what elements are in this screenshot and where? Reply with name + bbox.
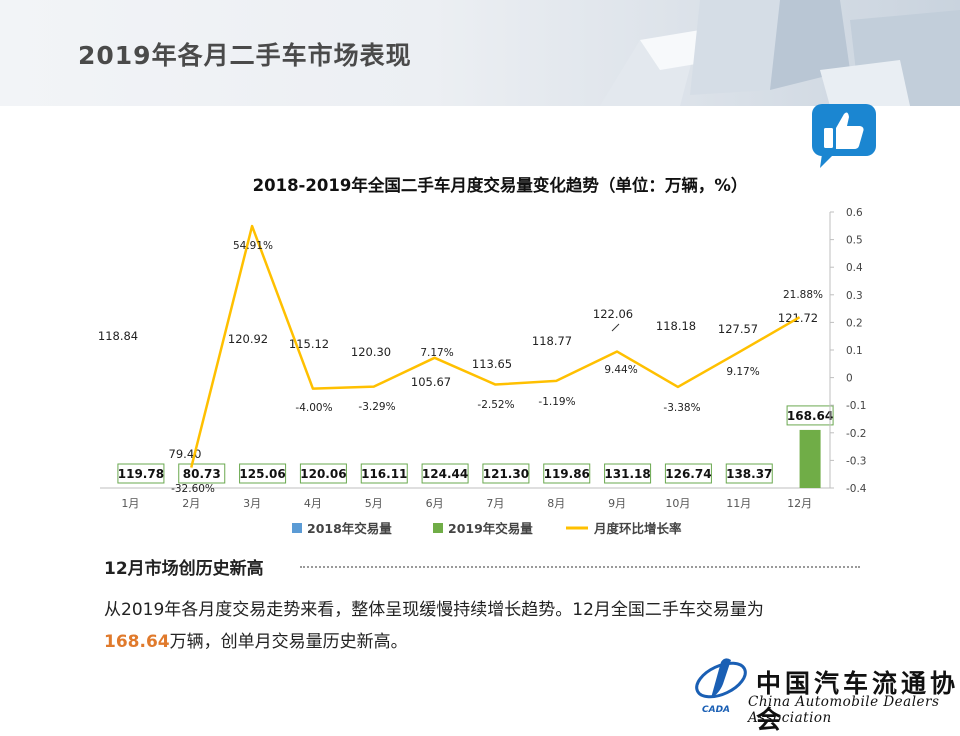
data-label-2018: 113.65	[472, 357, 512, 371]
data-label-2019: 120.06	[300, 467, 346, 481]
right-axis-tick-label: 0.6	[846, 207, 863, 219]
bar-2019	[799, 429, 821, 488]
data-label-2019: 121.30	[483, 467, 529, 481]
chart-area: 1月 2月 3月 4月 5月 6月 7月 8月 9月 10月 11月 12月 119.78 80.73 12…	[98, 207, 867, 536]
x-tick-label: 11月	[726, 497, 751, 510]
x-tick-label: 4月	[304, 497, 322, 510]
legend-label: 2019年交易量	[448, 521, 533, 536]
data-label-2019: 131.18	[604, 467, 650, 481]
data-label-2018: 105.67	[411, 375, 451, 389]
growth-rate-label: -3.38%	[663, 402, 700, 414]
data-label-2019: 125.06	[239, 467, 285, 481]
highlight-value: 168.64	[104, 632, 170, 652]
x-tick-label: 12月	[787, 497, 812, 510]
x-tick-label: 8月	[547, 497, 565, 510]
x-tick-label: 7月	[486, 497, 504, 510]
label-box-2019	[239, 463, 287, 484]
label-box-2019	[117, 463, 165, 484]
data-label-2018: 120.30	[351, 345, 391, 359]
logo-abbr: CADA	[702, 705, 731, 715]
data-label-2018: 118.77	[532, 334, 572, 348]
legend-label: 2018年交易量	[307, 521, 392, 536]
data-label-2019: 116.11	[361, 467, 407, 481]
growth-rate-line	[190, 224, 801, 468]
label-box-2019	[482, 463, 530, 484]
page-title: 2019年各月二手车市场表现	[78, 41, 412, 70]
label-box-2019	[178, 463, 226, 484]
label-box-2019	[543, 463, 591, 484]
right-axis-tick-label: 0.2	[846, 317, 863, 329]
label-box-2019	[786, 405, 834, 426]
growth-rate-label: -3.29%	[358, 401, 395, 413]
right-axis-tick-label: 0.5	[846, 235, 863, 247]
data-label-2019: 119.86	[544, 467, 590, 481]
growth-rate-label: 21.88%	[783, 289, 823, 301]
growth-rate-label: 9.44%	[604, 364, 637, 376]
growth-rate-label: -4.00%	[295, 402, 332, 414]
label-box-2019	[725, 463, 773, 484]
legend-swatch	[292, 523, 302, 533]
section-text-after: 万辆，创单月交易量历史新高。	[169, 632, 408, 652]
thumbs-up-icon	[812, 104, 876, 168]
right-axis-tick-label: -0.4	[846, 483, 867, 495]
data-label-2018: 120.92	[228, 332, 268, 346]
x-tick-label: 2月	[182, 497, 200, 510]
section-text: 从2019年各月度交易走势来看，整体呈现缓慢持续增长趋势。12月全国二手车交易量…	[104, 594, 844, 658]
chart-title: 2018-2019年全国二手车月度交易量变化趋势（单位：万辆，%）	[252, 176, 748, 195]
data-label-2019: 124.44	[422, 467, 468, 481]
dotted-divider	[300, 566, 860, 568]
right-axis-tick-label: -0.3	[846, 455, 867, 467]
section-text-before: 从2019年各月度交易走势来看，整体呈现缓慢持续增长趋势。12月全国二手车交易量…	[104, 600, 764, 620]
label-box-2019	[360, 463, 408, 484]
cada-logo-icon	[695, 658, 747, 699]
data-label-2019: 119.78	[118, 467, 164, 481]
header-banner: 2019年各月二手车市场表现	[0, 0, 960, 106]
growth-rate-label: 7.17%	[420, 347, 453, 359]
growth-rate-label: -2.52%	[477, 399, 514, 411]
x-tick-label: 9月	[608, 497, 626, 510]
growth-rate-label: 9.17%	[726, 366, 759, 378]
data-label-2019: 168.64	[787, 409, 833, 423]
leader-line	[611, 323, 620, 332]
right-axis-tick-label: 0.1	[846, 345, 863, 357]
data-label-2018: 118.84	[98, 329, 138, 343]
right-axis-tick-label: -0.1	[846, 400, 867, 412]
label-box-2019	[421, 463, 469, 484]
logo-english-name: China Automobile Dealers Association	[748, 694, 940, 726]
growth-rate-label: 54.91%	[233, 240, 273, 252]
label-box-2019	[604, 463, 652, 484]
decorative-cubes	[600, 0, 960, 106]
x-tick-label: 10月	[665, 497, 690, 510]
label-box-2019	[299, 463, 347, 484]
right-axis-tick-label: 0.4	[846, 262, 863, 274]
data-label-2018: 118.18	[656, 319, 696, 333]
data-label-2019: 126.74	[665, 467, 711, 481]
label-box-2019	[664, 463, 712, 484]
x-tick-label: 6月	[426, 497, 444, 510]
right-axis-tick-label: 0.3	[846, 290, 863, 302]
section-title: 12月市场创历史新高	[104, 559, 264, 579]
data-label-2018: 115.12	[289, 337, 329, 351]
x-tick-label: 1月	[121, 497, 139, 510]
x-tick-label: 5月	[365, 497, 383, 510]
growth-rate-label: -32.60%	[171, 483, 215, 495]
right-axis-tick-label: 0	[846, 373, 853, 385]
right-axis-tick-label: -0.2	[846, 428, 867, 440]
data-label-2019: 80.73	[183, 467, 221, 481]
x-tick-label: 3月	[243, 497, 261, 510]
data-label-2018: 127.57	[718, 322, 758, 336]
growth-rate-label: -1.19%	[538, 396, 575, 408]
data-label-2019: 138.37	[726, 467, 772, 481]
legend-swatch	[433, 523, 443, 533]
data-label-2018: 122.06	[593, 307, 633, 321]
legend-label: 月度环比增长率	[593, 521, 682, 536]
